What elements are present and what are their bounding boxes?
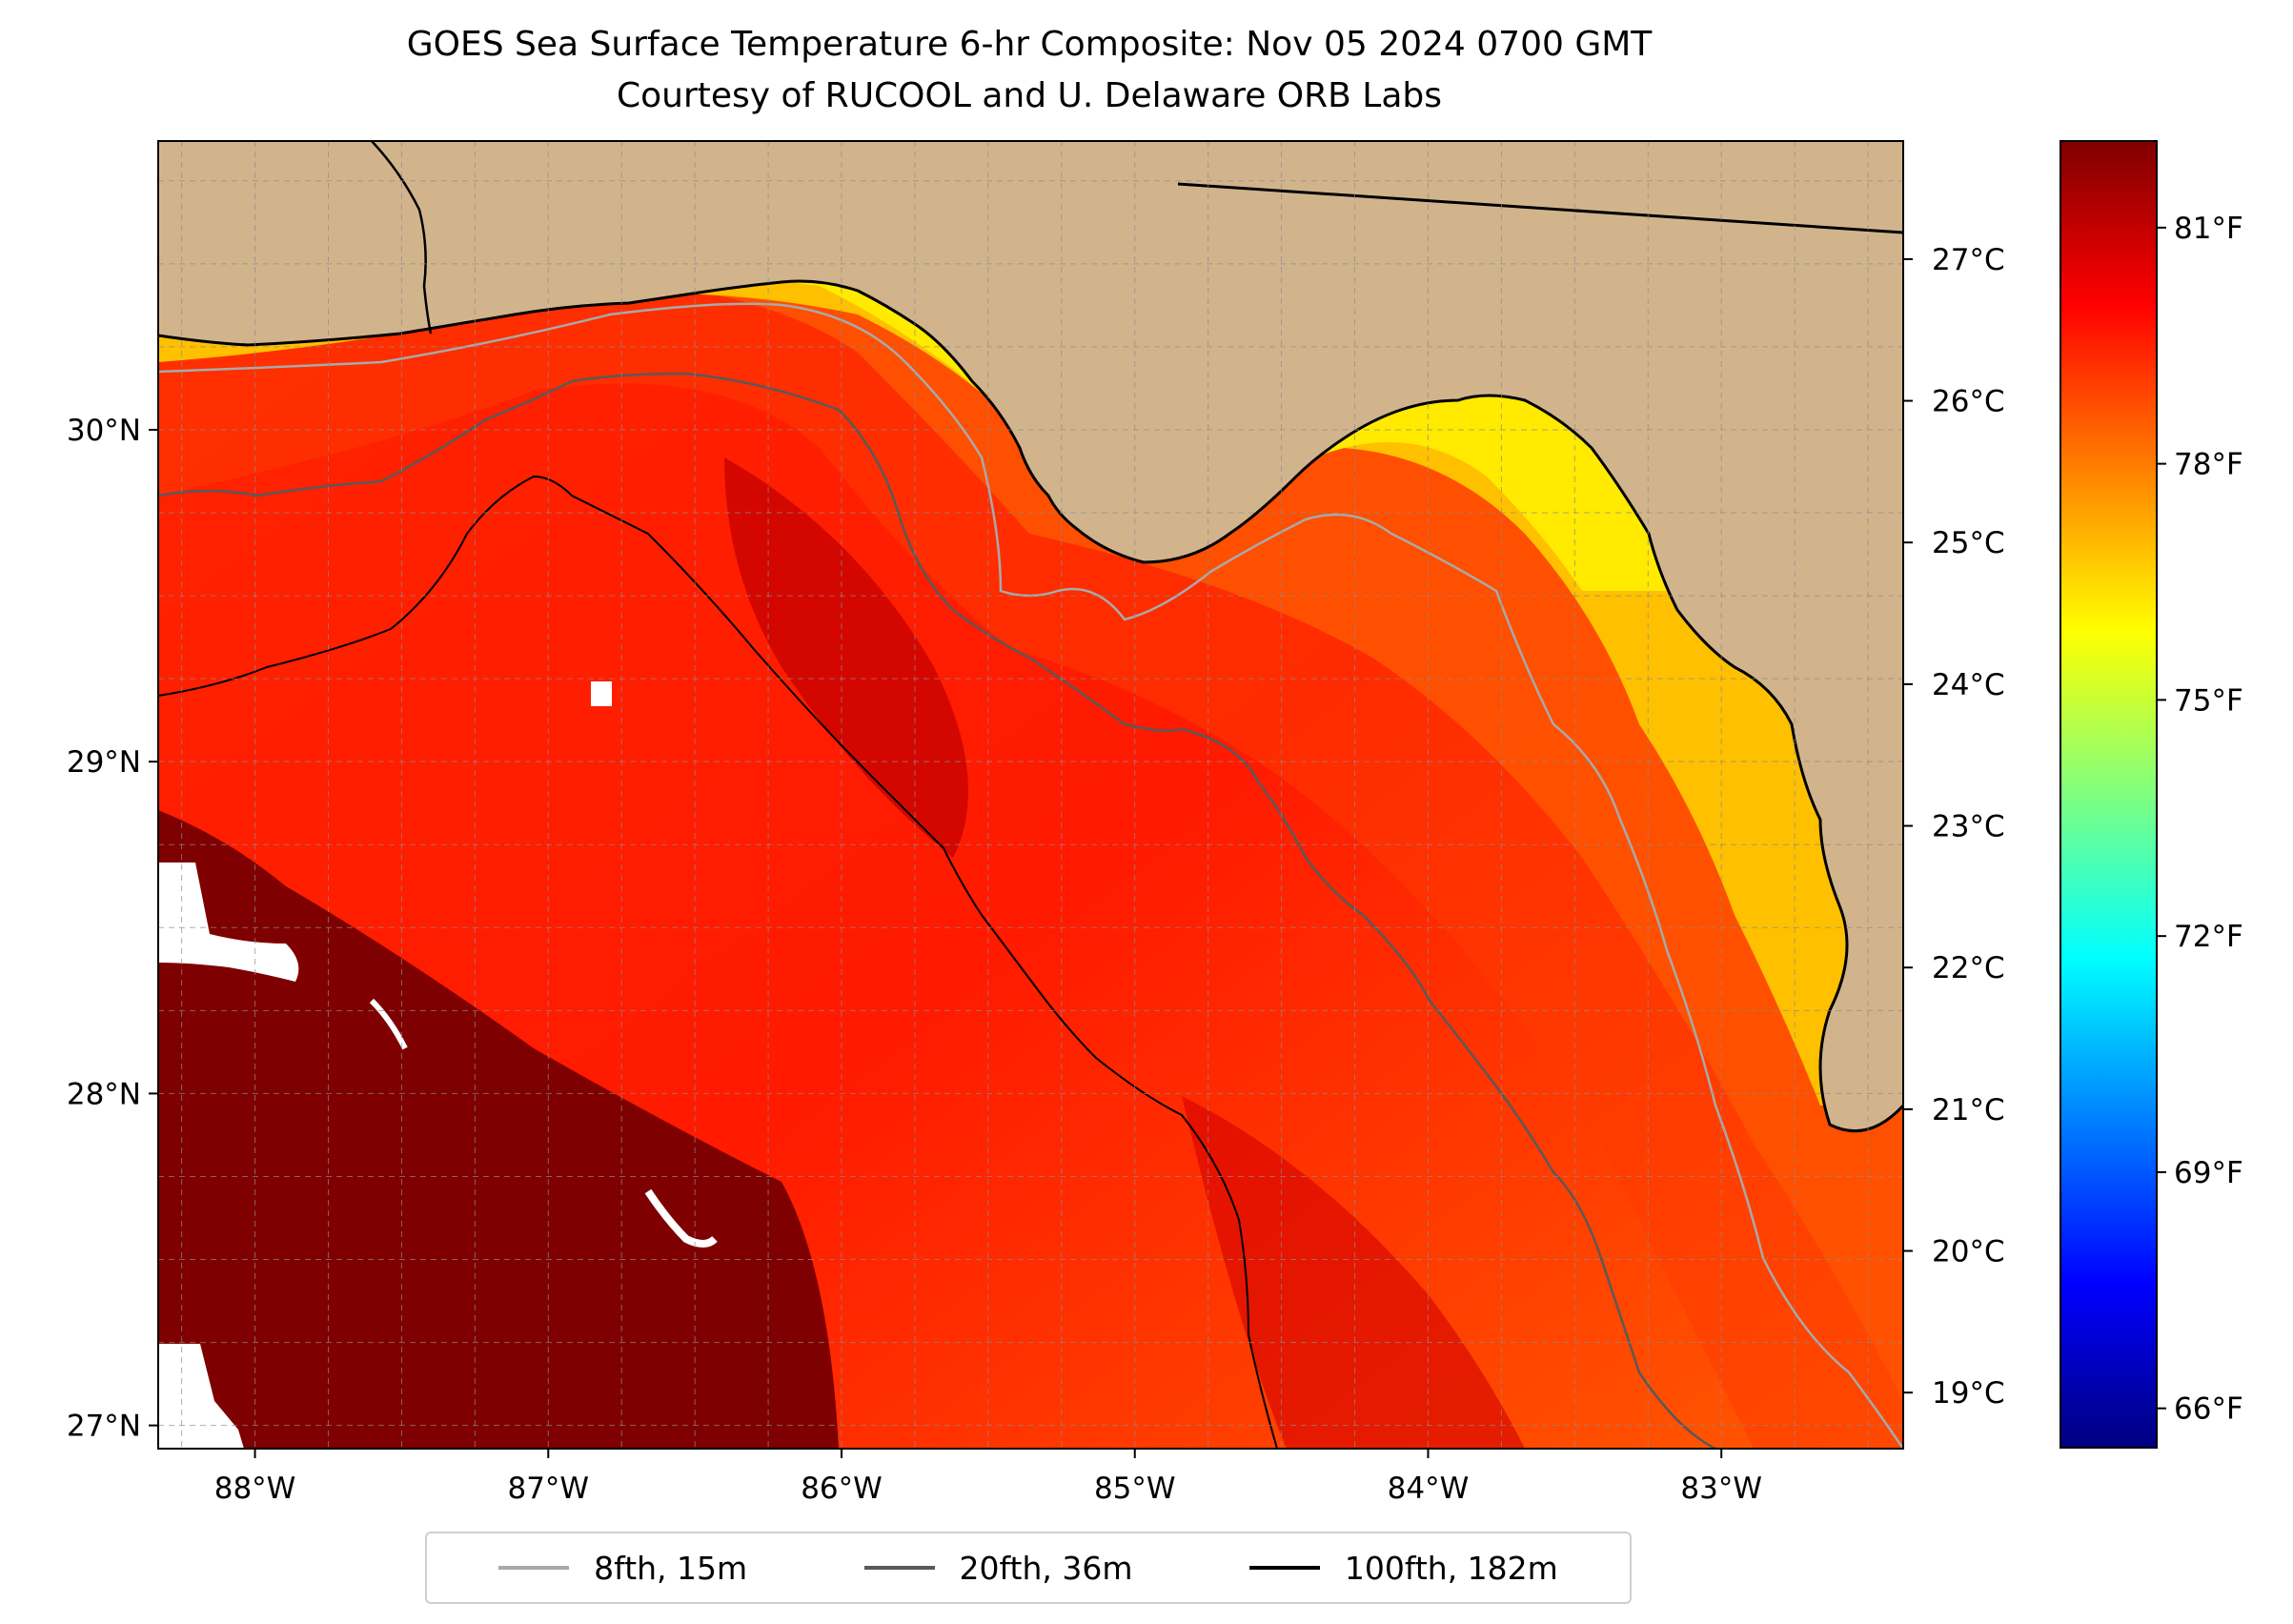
colorbar-c-label: 22°C — [1932, 951, 2005, 985]
lat-tick-label: 27°N — [67, 1410, 141, 1444]
colorbar — [2060, 140, 2158, 1449]
lat-tick-label: 28°N — [67, 1077, 141, 1111]
legend-swatch-8fth — [498, 1566, 570, 1570]
land-area — [158, 141, 1903, 1131]
lon-tick-label: 83°W — [1680, 1472, 1762, 1506]
lon-tick-label: 87°W — [507, 1472, 589, 1506]
colorbar-c-label: 27°C — [1932, 243, 2005, 277]
coastline — [158, 279, 1903, 1133]
colorbar-c-label: 21°C — [1932, 1093, 2005, 1127]
missing-data-spot — [591, 681, 612, 706]
colorbar-c-label: 19°C — [1932, 1376, 2005, 1411]
longitude-axis: 88°W 87°W 86°W 85°W 84°W 83°W — [214, 1449, 1762, 1506]
warm-water-patch-east — [1182, 1096, 1525, 1449]
colorbar-c-label: 20°C — [1932, 1235, 2005, 1269]
isobath-8fth — [158, 302, 1903, 1449]
legend-label-20fth: 20fth, 36m — [959, 1549, 1133, 1587]
legend-label-100fth: 100fth, 182m — [1344, 1549, 1558, 1587]
state-border — [1177, 182, 1903, 234]
lat-tick-label: 30°N — [67, 414, 141, 448]
colorbar-f-label: 66°F — [2174, 1392, 2243, 1427]
isobath-legend: 8fth, 15m 20fth, 36m 100fth, 182m — [425, 1532, 1632, 1604]
colorbar-c-label: 23°C — [1932, 810, 2005, 844]
colorbar-f-label: 81°F — [2174, 212, 2243, 246]
map-subtitle: Courtesy of RUCOOL and U. Delaware ORB L… — [616, 76, 1443, 115]
lon-tick-label: 85°W — [1094, 1472, 1176, 1506]
colorbar-fahrenheit-axis: 66°F 69°F 72°F 75°F 78°F 81°F — [2157, 212, 2243, 1427]
lat-tick-label: 29°N — [67, 745, 141, 780]
missing-data-streak — [644, 1188, 718, 1248]
legend-swatch-100fth — [1248, 1566, 1320, 1570]
colorbar-f-label: 75°F — [2174, 683, 2243, 718]
legend-label-8fth: 8fth, 15m — [594, 1549, 748, 1587]
warm-water-patch — [724, 457, 968, 858]
legend-entry-8fth: 8fth, 15m — [498, 1550, 747, 1587]
legend-swatch-20fth — [863, 1566, 935, 1570]
colorbar-c-label: 24°C — [1932, 668, 2005, 702]
colorbar-f-label: 69°F — [2174, 1156, 2243, 1190]
legend-entry-100fth: 100fth, 182m — [1248, 1549, 1558, 1587]
lon-tick-label: 86°W — [801, 1472, 883, 1506]
latitude-axis: 30°N 29°N 28°N 27°N — [67, 414, 158, 1444]
map-frame — [157, 140, 1904, 1450]
lon-tick-label: 88°W — [214, 1472, 296, 1506]
map-title: GOES Sea Surface Temperature 6-hr Compos… — [406, 25, 1653, 64]
colorbar-f-label: 72°F — [2174, 920, 2243, 954]
isobath-100fth — [158, 475, 1278, 1449]
colorbar-c-label: 25°C — [1932, 526, 2005, 560]
colorbar-f-label: 78°F — [2174, 448, 2243, 482]
missing-data-patch — [158, 863, 299, 982]
isobath-20fth — [158, 372, 1716, 1449]
legend-entry-20fth: 20fth, 36m — [863, 1549, 1133, 1587]
missing-data-streak-2 — [369, 998, 408, 1050]
state-border-west — [371, 141, 433, 335]
colorbar-celsius-axis: 19°C 20°C 21°C 22°C 23°C 24°C 25°C 26°C 27°C — [1903, 243, 2005, 1411]
lon-tick-label: 84°W — [1388, 1472, 1470, 1506]
missing-data-patch-south — [158, 1344, 244, 1449]
colorbar-c-label: 26°C — [1932, 385, 2005, 419]
map-gridlines — [158, 141, 1903, 1449]
